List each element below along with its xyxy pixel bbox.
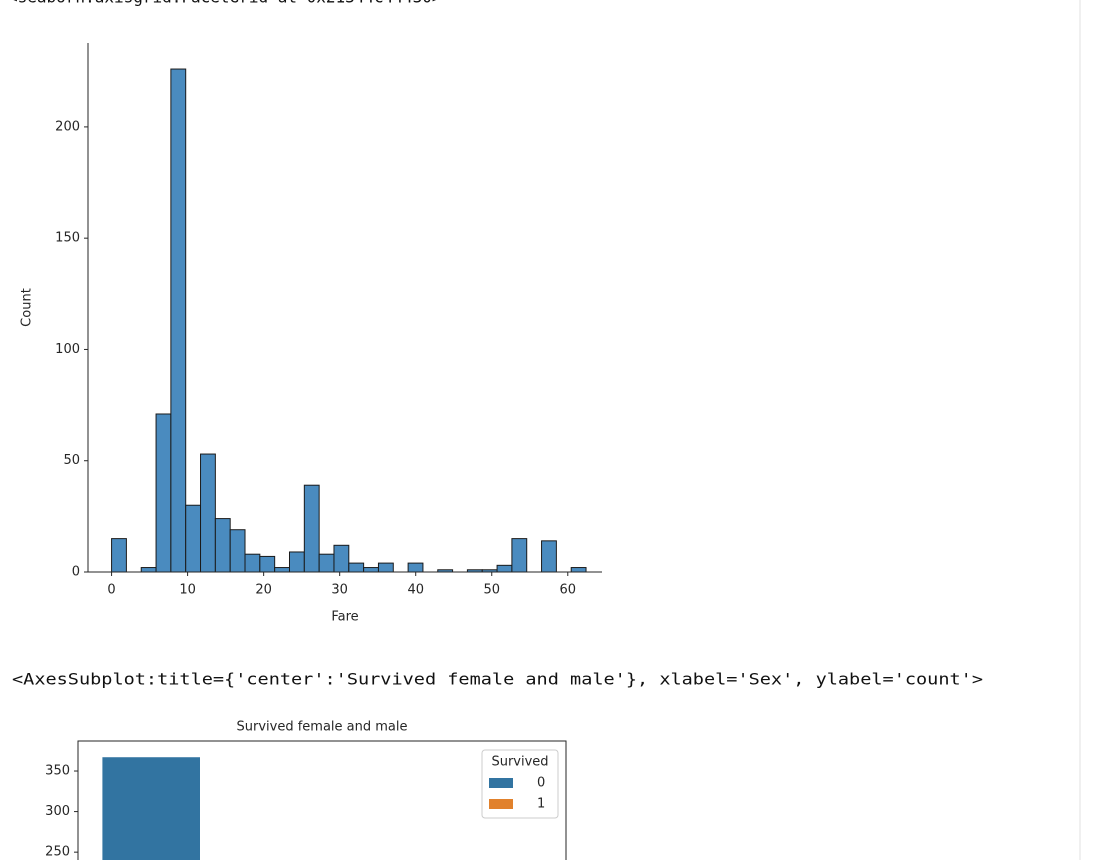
bar [111,538,127,573]
bar [244,553,261,573]
legend-label: 1 [537,797,545,812]
cell-output: <AxesSubplot:title={'center':'Survived f… [12,670,983,689]
bar [200,453,216,573]
bar [333,544,350,573]
bar [185,504,202,573]
x-tick-label: 10 [179,583,196,598]
x-tick-label: 60 [560,583,577,598]
bar [303,484,320,573]
legend-title: Survived [491,755,548,770]
bar [102,757,200,860]
bar [259,555,276,573]
y-axis-label: Count [20,288,35,327]
y-tick-label: 100 [55,342,80,357]
x-tick-label: 50 [483,583,500,598]
x-tick-label: 20 [255,583,272,598]
y-tick-label: 50 [63,453,80,468]
bar [377,562,394,573]
y-tick-label: 200 [55,119,80,134]
cell-output: <seaborn.axisgrid.FacetGrid at 0x21344c4… [8,0,441,7]
y-tick-label: 350 [45,764,70,779]
y-tick-label: 300 [45,804,70,819]
bar [170,68,187,573]
legend-swatch [489,778,513,788]
bar [348,562,365,573]
plot-frame [77,740,567,860]
bar [496,564,513,573]
x-axis-label: Fare [331,610,358,625]
bar [407,562,424,573]
x-tick-label: 40 [407,583,424,598]
x-tick-label: 0 [107,583,115,598]
bar [274,567,290,573]
legend-swatch [489,799,513,809]
bar [140,567,157,573]
bar [318,553,335,573]
bar [570,567,587,573]
bar [214,518,231,573]
bar [363,567,379,573]
bar [541,540,557,573]
y-tick-label: 0 [72,565,80,580]
bar [288,551,305,573]
chart-title: Survived female and male [237,720,408,735]
bar [229,529,246,573]
x-tick-label: 30 [331,583,348,598]
y-tick-label: 150 [55,231,80,246]
bar [155,413,172,573]
legend-label: 0 [537,776,545,791]
bar [511,538,528,573]
y-tick-label: 250 [45,845,70,860]
